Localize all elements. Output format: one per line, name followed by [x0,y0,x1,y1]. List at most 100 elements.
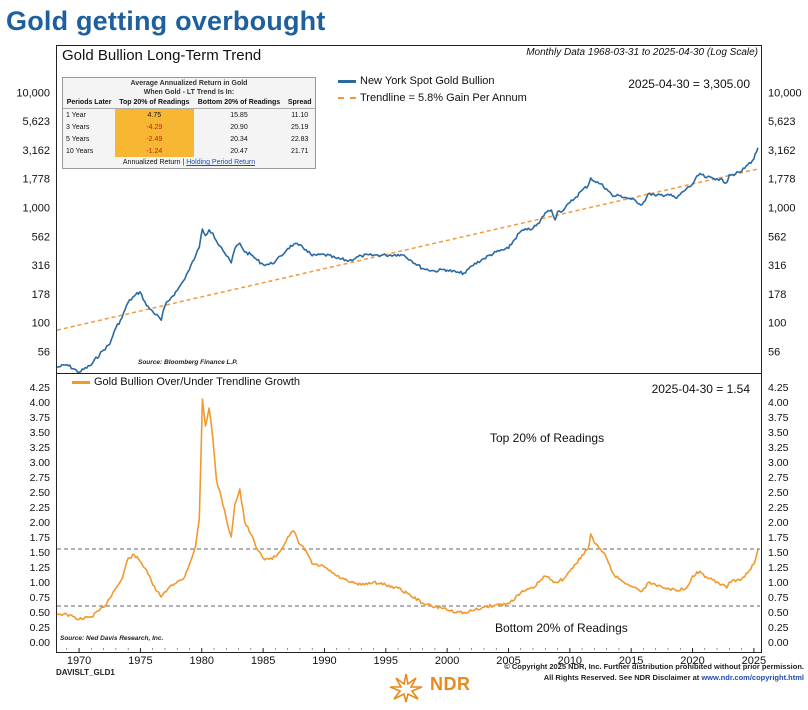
table-cell: 22.83 [290,135,309,143]
x-tick-label: 2000 [435,655,459,667]
legend-swatch-gold [338,79,356,83]
y-tick-label-right: 316 [768,260,786,272]
osc-y-tick-label-left: 1.00 [30,577,51,589]
chart-code: DAVISLT_GLD1 [56,668,115,677]
x-tick-label: 2025 [742,655,766,667]
osc-y-tick-label-left: 3.75 [30,412,51,424]
osc-y-tick-label-left: 1.50 [30,547,51,559]
table-row: 5 Years -2.49 20.34 22.83 [63,133,315,145]
osc-y-tick-label-right: 2.50 [768,487,789,499]
table-cell: 15.85 [230,111,248,119]
x-tick-label: 1990 [312,655,336,667]
osc-y-tick-label-left: 4.00 [30,397,51,409]
table-cell: 20.90 [230,123,248,131]
table-cell: 3 Years [66,123,90,131]
table-cell: 20.47 [230,147,248,155]
y-tick-label-left: 1,000 [22,202,50,214]
table-caption-2: When Gold - LT Trend Is In: [143,89,235,96]
osc-y-tick-label-right: 3.75 [768,412,789,424]
table-cell: 10 Years [66,147,94,155]
osc-y-tick-label-right: 4.00 [768,397,789,409]
trendline [56,168,759,331]
table-cell: 20.34 [230,135,248,143]
y-tick-label-left: 10,000 [16,87,50,99]
x-tick-label: 2005 [496,655,520,667]
readout-price: 2025-04-30 = 3,305.00 [628,77,750,91]
osc-y-tick-label-left: 0.50 [30,607,51,619]
x-tick-label: 2010 [558,655,582,667]
legend-label-osc: Gold Bullion Over/Under Trendline Growth [94,376,301,388]
osc-y-tick-label-right: 3.50 [768,427,789,439]
table-footer-holding-link[interactable]: Holding Period Return [186,159,256,166]
table-cell: 5 Years [66,135,90,143]
y-tick-label-right: 178 [768,289,786,301]
disclaimer-text: All Rights Reserved. See NDR Disclaimer … [543,673,700,682]
table-header: Spread [284,96,315,109]
y-tick-label-right: 1,778 [768,174,796,186]
osc-y-tick-label-left: 2.00 [30,517,51,529]
table-header: Top 20% of Readings [115,96,194,109]
legend-label-trend: Trendline = 5.8% Gain Per Annum [360,92,527,104]
ndr-logo: NDR [386,670,516,704]
table-header: Bottom 20% of Readings [193,96,285,109]
osc-y-tick-label-left: 2.75 [30,472,51,484]
osc-y-tick-label-left: 0.00 [30,637,51,649]
copyright-link[interactable]: www.ndr.com/copyright.html [701,673,804,682]
osc-y-tick-label-left: 0.75 [30,592,51,604]
y-tick-label-right: 56 [768,347,780,359]
osc-y-tick-label-right: 2.25 [768,502,789,514]
x-tick-label: 2015 [619,655,643,667]
osc-y-tick-label-left: 3.25 [30,442,51,454]
table-cell: -1.24 [115,145,194,157]
osc-y-tick-label-left: 4.25 [30,382,51,394]
oscillator-line [56,398,759,621]
x-tick-label: 1985 [251,655,275,667]
table-cell: 11.10 [291,111,309,119]
table-footer-annualized: Annualized Return [122,159,181,166]
disclaimer-line: All Rights Reserved. See NDR Disclaimer … [504,672,804,683]
gold-price-line [56,147,759,374]
x-tick-label: 2020 [680,655,704,667]
osc-y-tick-label-right: 4.25 [768,382,789,394]
osc-y-tick-label-left: 1.75 [30,532,51,544]
osc-y-tick-label-left: 2.50 [30,487,51,499]
osc-y-tick-label-right: 2.00 [768,517,789,529]
osc-y-tick-label-right: 3.25 [768,442,789,454]
osc-y-tick-label-left: 3.00 [30,457,51,469]
table-header: Periods Later [63,96,116,109]
source-bloomberg: Source: Bloomberg Finance L.P. [138,359,238,366]
y-tick-label-right: 1,000 [768,202,796,214]
y-tick-label-left: 562 [32,231,50,243]
chart-subtitle: Monthly Data 1968-03-31 to 2025-04-30 (L… [526,47,758,58]
ndr-logo-text: NDR [430,674,471,694]
osc-y-tick-label-right: 1.00 [768,577,789,589]
y-tick-label-right: 100 [768,318,786,330]
y-tick-label-left: 316 [32,260,50,272]
osc-y-tick-label-right: 2.75 [768,472,789,484]
annotation-bottom-20: Bottom 20% of Readings [495,621,628,635]
source-ndr: Source: Ned Davis Research, Inc. [60,635,164,642]
y-tick-label-left: 1,778 [22,174,50,186]
osc-y-tick-label-left: 1.25 [30,562,51,574]
y-tick-label-right: 562 [768,231,786,243]
y-tick-label-left: 178 [32,289,50,301]
legend-swatch-osc [72,380,90,384]
x-tick-label: 1975 [128,655,152,667]
y-tick-label-left: 5,623 [22,116,50,128]
table-cell: 21.71 [290,147,309,155]
table-header-row: Periods Later Top 20% of Readings Bottom… [63,96,315,109]
headline: Gold getting overbought [6,6,326,36]
annotation-top-20: Top 20% of Readings [490,431,605,445]
table-footer: Annualized Return | Holding Period Retur… [63,157,315,168]
table-cell: 25.19 [290,123,309,131]
chart-title: Gold Bullion Long-Term Trend [62,47,262,64]
legend-osc: Gold Bullion Over/Under Trendline Growth [72,376,300,388]
table-cell: -2.49 [115,133,194,145]
readout-osc: 2025-04-30 = 1.54 [651,382,750,396]
ndr-logo-icon [389,673,423,703]
y-tick-label-left: 3,162 [22,145,50,157]
x-tick-label: 1970 [67,655,91,667]
osc-y-tick-label-right: 1.75 [768,532,789,544]
legend-swatch-trend [338,97,356,100]
